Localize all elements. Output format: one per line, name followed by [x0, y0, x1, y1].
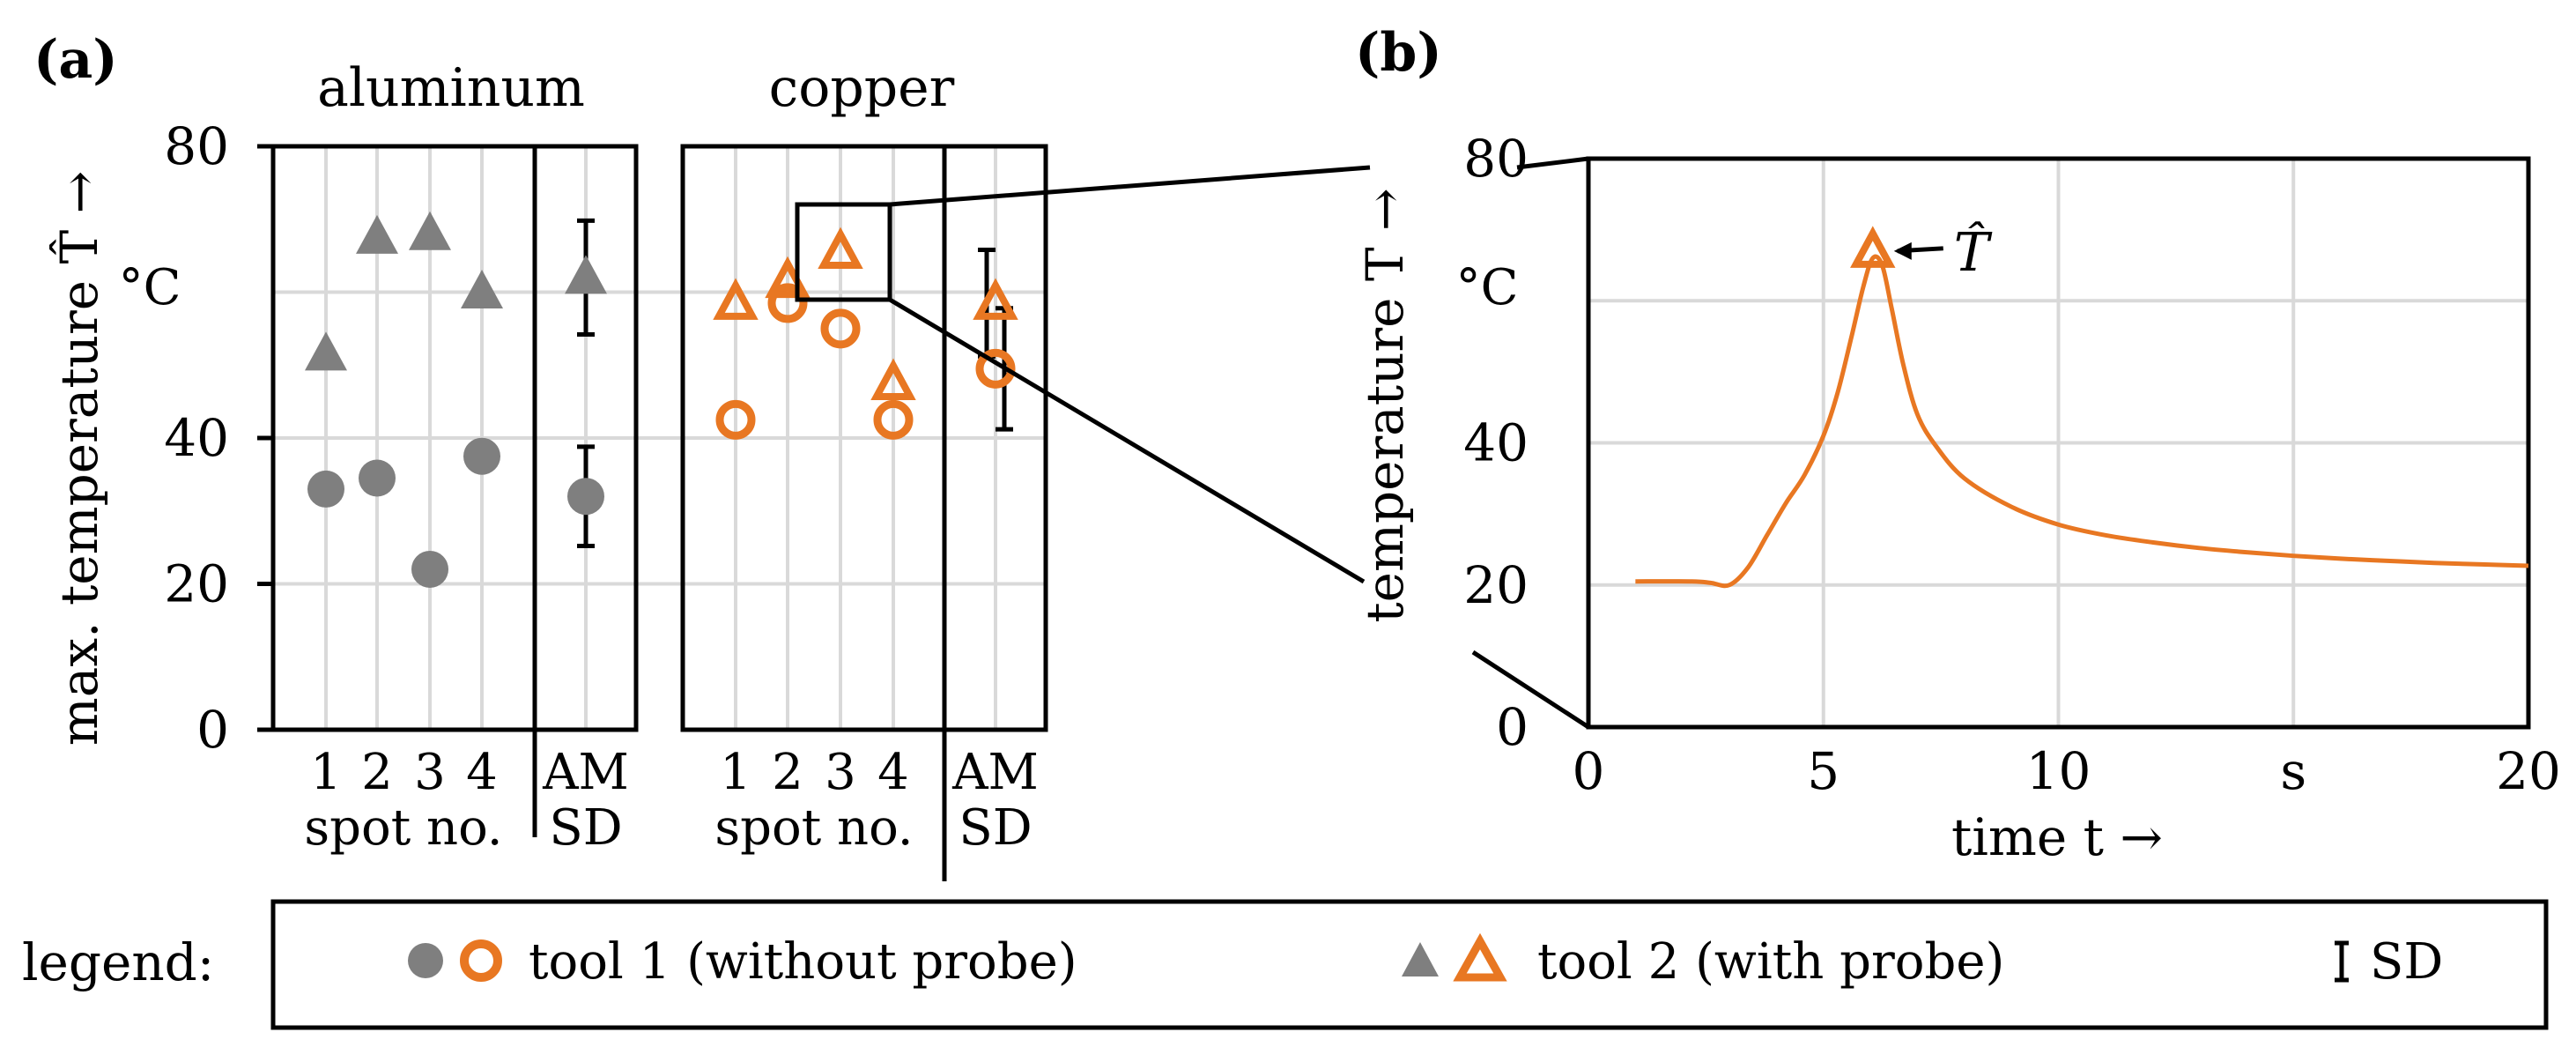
- ytick-label: 20: [1463, 555, 1529, 615]
- panel-b-yticks: 0 20 40 80: [1463, 129, 1529, 757]
- panel-a-yunit: °C: [119, 259, 181, 316]
- legend-tool1-gray-circle: [408, 943, 443, 978]
- copper-frame: [680, 144, 1048, 732]
- ytick-label: 40: [164, 408, 229, 468]
- tool1-marker: [767, 283, 808, 323]
- tool1-marker: [873, 399, 914, 440]
- panel-b-yunit: °C: [1456, 259, 1519, 316]
- xunit-label: s: [2280, 741, 2306, 801]
- spot-tick-label: 4: [877, 744, 909, 801]
- spot-tick-label: 1: [310, 744, 342, 801]
- legend-tool2-orange-triangle: [1453, 932, 1507, 982]
- tool1-marker: [411, 550, 448, 588]
- legend-tool1-label: tool 1 (without probe): [529, 933, 1077, 991]
- tool1-marker: [567, 478, 604, 516]
- copper-am-label: AM: [951, 744, 1039, 801]
- ytick-label: 0: [1496, 697, 1529, 757]
- panel-a-ylabel: max. temperature T̂ →: [48, 171, 109, 746]
- panel-a: max. temperature T̂ → °C 0 20 40 80 aluminu…: [48, 57, 1048, 881]
- aluminum-frame: [270, 144, 639, 732]
- spot-tick-label: 1: [720, 744, 751, 801]
- panel-b-xlabel: time t →: [1951, 807, 2163, 867]
- tool2-marker: [305, 331, 347, 371]
- tool1-marker: [820, 308, 861, 349]
- peak-label: T̂: [1954, 221, 1993, 284]
- tool2-marker: [565, 255, 607, 294]
- aluminum-sd-label: SD: [549, 799, 622, 857]
- legend-sd-icon: [2335, 940, 2349, 983]
- xtick-label: 10: [2026, 741, 2091, 801]
- temperature-curve: [1635, 254, 2529, 589]
- zoom-connector-top: [889, 165, 1371, 207]
- copper-sd-label: SD: [959, 799, 1032, 857]
- legend-box: [270, 899, 2549, 1030]
- panel-b-xticks: 0 5 10 20 s: [1573, 741, 2561, 801]
- ytick-label: 40: [1463, 413, 1529, 473]
- copper-title: copper: [769, 57, 955, 119]
- peak-arrow-head: [1893, 241, 1912, 260]
- panel-a-label: (a): [33, 29, 118, 91]
- peak-marker: T̂: [1850, 221, 1993, 284]
- aluminum-xlabel: spot no.: [304, 799, 502, 857]
- peak-triangle: [1850, 226, 1896, 268]
- aluminum-am-label: AM: [542, 744, 629, 801]
- legend-tool1-orange-circle: [460, 939, 502, 982]
- panel-b-frame: [1586, 156, 2531, 730]
- legend-sd-label: SD: [2370, 933, 2443, 991]
- tool1-marker: [359, 459, 396, 497]
- tool2-marker: [461, 269, 503, 308]
- spot-tick-label: 2: [772, 744, 803, 801]
- zoom-connector-bottom: [888, 297, 1366, 584]
- legend-tool2-gray-triangle: [1402, 942, 1439, 976]
- tool2-marker: [870, 358, 916, 400]
- xtick-label: 0: [1573, 741, 1605, 801]
- xtick-label: 20: [2496, 741, 2561, 801]
- copper-xlabel: spot no.: [714, 799, 913, 857]
- tool2-marker: [973, 278, 1018, 320]
- panel-a-yticks: 0 20 40 80: [164, 116, 273, 760]
- tool1-marker: [307, 470, 344, 508]
- panel-b-label: (b): [1355, 22, 1442, 84]
- legend-title: legend:: [22, 932, 214, 992]
- panel-b-slant-bottom: [1471, 650, 1590, 730]
- ytick-label: 80: [1463, 129, 1529, 189]
- spot-tick-label: 3: [414, 744, 446, 801]
- spot-tick-label: 3: [825, 744, 856, 801]
- tool2-marker: [409, 211, 451, 250]
- spot-tick-label: 4: [466, 744, 498, 801]
- tool2-marker: [713, 278, 759, 320]
- legend-tool2-label: tool 2 (with probe): [1537, 933, 2004, 991]
- panel-b: temperature T → °C 0 20 40 80 T̂ 0 5 10 20 s ti…: [1355, 129, 2561, 867]
- ytick-label: 0: [196, 700, 229, 760]
- panel-b-gridlines: [1588, 159, 2528, 727]
- tool1-marker: [463, 437, 500, 475]
- ytick-label: 80: [164, 116, 229, 176]
- panel-a-gridlines: [270, 146, 1046, 730]
- tool1-marker: [975, 348, 1016, 389]
- legend: legend: tool 1 (without probe) tool 2 (w…: [22, 899, 2549, 1030]
- tool1-marker: [715, 399, 756, 440]
- zoom-box: [795, 202, 892, 302]
- panel-a-marks: [305, 211, 1018, 588]
- xtick-label: 5: [1807, 741, 1839, 801]
- ytick-label: 20: [164, 554, 229, 614]
- panel-b-slant-top: [1516, 156, 1589, 170]
- panel-b-ylabel: temperature T →: [1355, 188, 1415, 622]
- spot-tick-label: 2: [361, 744, 393, 801]
- tool2-marker: [818, 226, 863, 269]
- tool2-marker: [356, 214, 398, 254]
- aluminum-title: aluminum: [317, 57, 585, 119]
